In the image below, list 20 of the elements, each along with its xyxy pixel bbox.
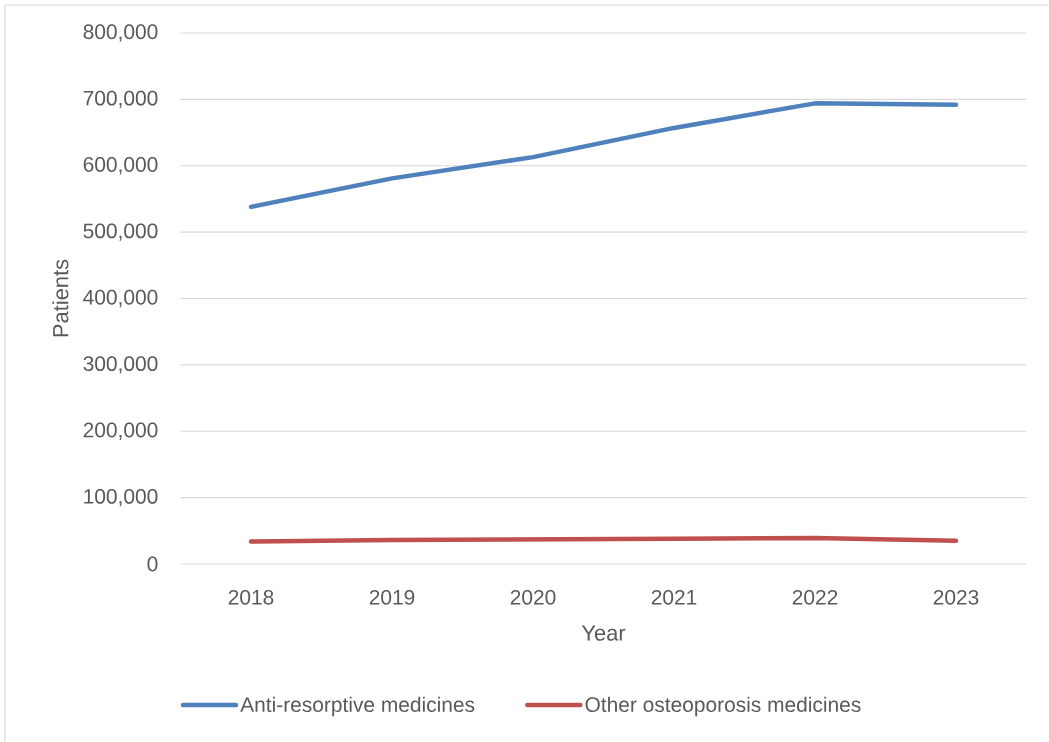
y-tick-label: 100,000 bbox=[84, 488, 158, 507]
x-tick-label: 2022 bbox=[792, 589, 838, 605]
y-tick-label: 0 bbox=[147, 556, 158, 572]
x-tick-label: 2018 bbox=[228, 589, 274, 605]
legend-label: Other osteoporosis medicines bbox=[585, 696, 861, 717]
y-tick-label: 700,000 bbox=[83, 90, 158, 109]
x-tick-label: 2019 bbox=[369, 589, 415, 605]
y-axis-title: Patients bbox=[52, 259, 69, 337]
y-tick-label: 300,000 bbox=[83, 356, 158, 374]
line-series bbox=[248, 101, 959, 210]
y-tick-label: 600,000 bbox=[83, 157, 158, 175]
x-axis-title: Year bbox=[581, 625, 626, 641]
y-tick-label: 400,000 bbox=[83, 289, 158, 308]
x-tick-label: 2023 bbox=[933, 589, 979, 605]
x-tick-label: 2021 bbox=[651, 589, 697, 605]
legend-label: Anti-resorptive medicines bbox=[240, 696, 475, 717]
x-tick-label: 2020 bbox=[510, 589, 556, 605]
y-tick-label: 500,000 bbox=[83, 223, 158, 241]
y-tick-label: 800,000 bbox=[83, 24, 158, 42]
y-tick-label: 200,000 bbox=[83, 422, 158, 440]
